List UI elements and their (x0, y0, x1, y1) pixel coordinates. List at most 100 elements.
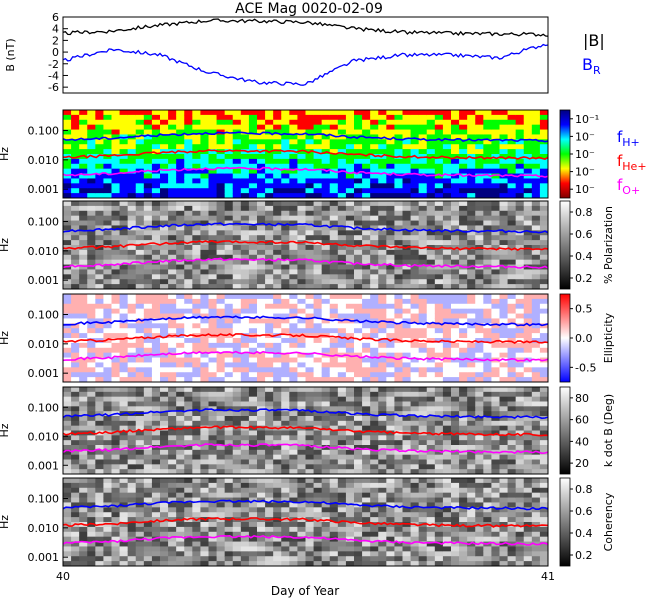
spectrogram-cell (184, 230, 193, 236)
spectrogram-cell (184, 215, 193, 222)
spectrogram-cell (232, 478, 242, 484)
spectrogram-cell (305, 154, 315, 160)
spectrogram-cell (305, 279, 315, 285)
spectrogram-cell (87, 502, 96, 508)
spectrogram-cell (135, 313, 145, 319)
spectrogram-cell (192, 357, 201, 363)
spectrogram-cell (337, 154, 347, 160)
spectrogram-cell (79, 303, 88, 310)
spectrogram-cell (378, 357, 387, 363)
spectrogram-cell (95, 114, 104, 121)
spectrogram-cell (426, 249, 436, 256)
spectrogram-cell (410, 225, 420, 231)
spectrogram-cell (475, 440, 484, 446)
spectrogram-cell (257, 387, 266, 393)
spectrogram-cell (426, 269, 436, 275)
spectrogram-cell (475, 469, 484, 474)
spectrogram-cell (257, 205, 266, 212)
spectrogram-cell (143, 497, 153, 503)
spectrogram-cell (305, 284, 315, 289)
spectrogram-cell (459, 303, 468, 310)
spectrogram-cell (143, 420, 153, 427)
spectrogram-cell (297, 387, 306, 393)
spectrogram-cell (362, 367, 371, 373)
spectrogram-cell (539, 362, 548, 368)
spectrogram-cell (257, 546, 266, 552)
spectrogram-cell (216, 406, 226, 412)
spectrogram-cell (370, 425, 379, 431)
spectrogram-cell (515, 313, 525, 319)
spectrogram-cell (394, 225, 403, 231)
spectrogram-cell (111, 274, 121, 280)
spectrogram-cell (184, 482, 193, 489)
spectrogram-cell (297, 445, 306, 451)
spectrogram-cell (184, 536, 193, 543)
spectrogram-cell (394, 342, 403, 349)
spectrogram-cell (483, 284, 492, 289)
spectrogram-cell (143, 154, 153, 160)
spectrogram-cell (135, 298, 145, 305)
spectrogram-cell (370, 274, 379, 280)
spectrogram-cell (321, 406, 331, 412)
spectrogram-cell (467, 396, 476, 402)
spectrogram-cell (321, 134, 331, 140)
spectrogram-cell (232, 387, 242, 393)
spectrogram-cell (515, 173, 525, 179)
spectrogram-cell (71, 546, 80, 552)
spectrogram-cell (224, 225, 234, 231)
spectrogram-cell (467, 445, 476, 451)
spectrogram-cell (111, 416, 121, 422)
spectrogram-cell (467, 425, 476, 431)
spectrogram-cell (434, 274, 444, 280)
spectrogram-cell (313, 391, 323, 398)
spectrogram-cell (531, 372, 541, 378)
spectrogram-cell (111, 144, 121, 150)
spectrogram-cell (370, 411, 379, 417)
spectrogram-cell (507, 149, 517, 155)
spectrogram-cell (87, 225, 96, 231)
spectrogram-cell (442, 114, 452, 121)
spectrogram-cell (119, 188, 129, 194)
spectrogram-cell (103, 264, 112, 270)
spectrogram-cell (467, 342, 476, 349)
spectrogram-cell (143, 347, 153, 354)
spectrogram-cell (313, 454, 323, 460)
spectrogram-cell (240, 240, 250, 246)
spectrogram-cell (160, 230, 169, 236)
spectrogram-cell (451, 313, 460, 319)
spectrogram-cell (127, 303, 137, 310)
spectrogram-cell (467, 269, 476, 275)
spectrogram-cell (95, 561, 104, 566)
y-tick-label: 6 (52, 11, 59, 24)
spectrogram-cell (143, 387, 153, 393)
spectrogram-cell (176, 445, 185, 451)
spectrogram-cell (95, 435, 104, 441)
spectrogram-cell (143, 215, 153, 222)
spectrogram-cell (467, 372, 476, 378)
spectrogram-cell (257, 362, 266, 368)
spectrogram-cell (289, 274, 298, 280)
spectrogram-cell (257, 230, 266, 236)
spectrogram-cell (111, 220, 121, 226)
spectrogram-cell (434, 372, 444, 378)
spectrogram-cell (426, 178, 436, 184)
spectrogram-cell (305, 435, 315, 441)
panel-frame (62, 16, 549, 94)
spectrogram-cell (394, 313, 403, 319)
spectrogram-cell (313, 435, 323, 441)
spectrogram-cell (111, 249, 121, 256)
spectrogram-cell (184, 435, 193, 441)
spectrogram-cell (273, 507, 282, 513)
spectrogram-cell (248, 134, 258, 140)
spectrogram-cell (531, 139, 541, 145)
spectrogram-cell (200, 264, 209, 270)
spectrogram-cell (467, 254, 476, 261)
spectrogram-cell (192, 391, 201, 398)
spectrogram-cell (507, 134, 517, 140)
spectrogram-cell (362, 149, 371, 155)
spectrogram-cell (248, 464, 258, 470)
spectrogram-cell (297, 469, 306, 474)
spectrogram-cell (71, 284, 80, 289)
spectrogram-cell (273, 556, 282, 562)
spectrogram-cell (240, 124, 250, 131)
